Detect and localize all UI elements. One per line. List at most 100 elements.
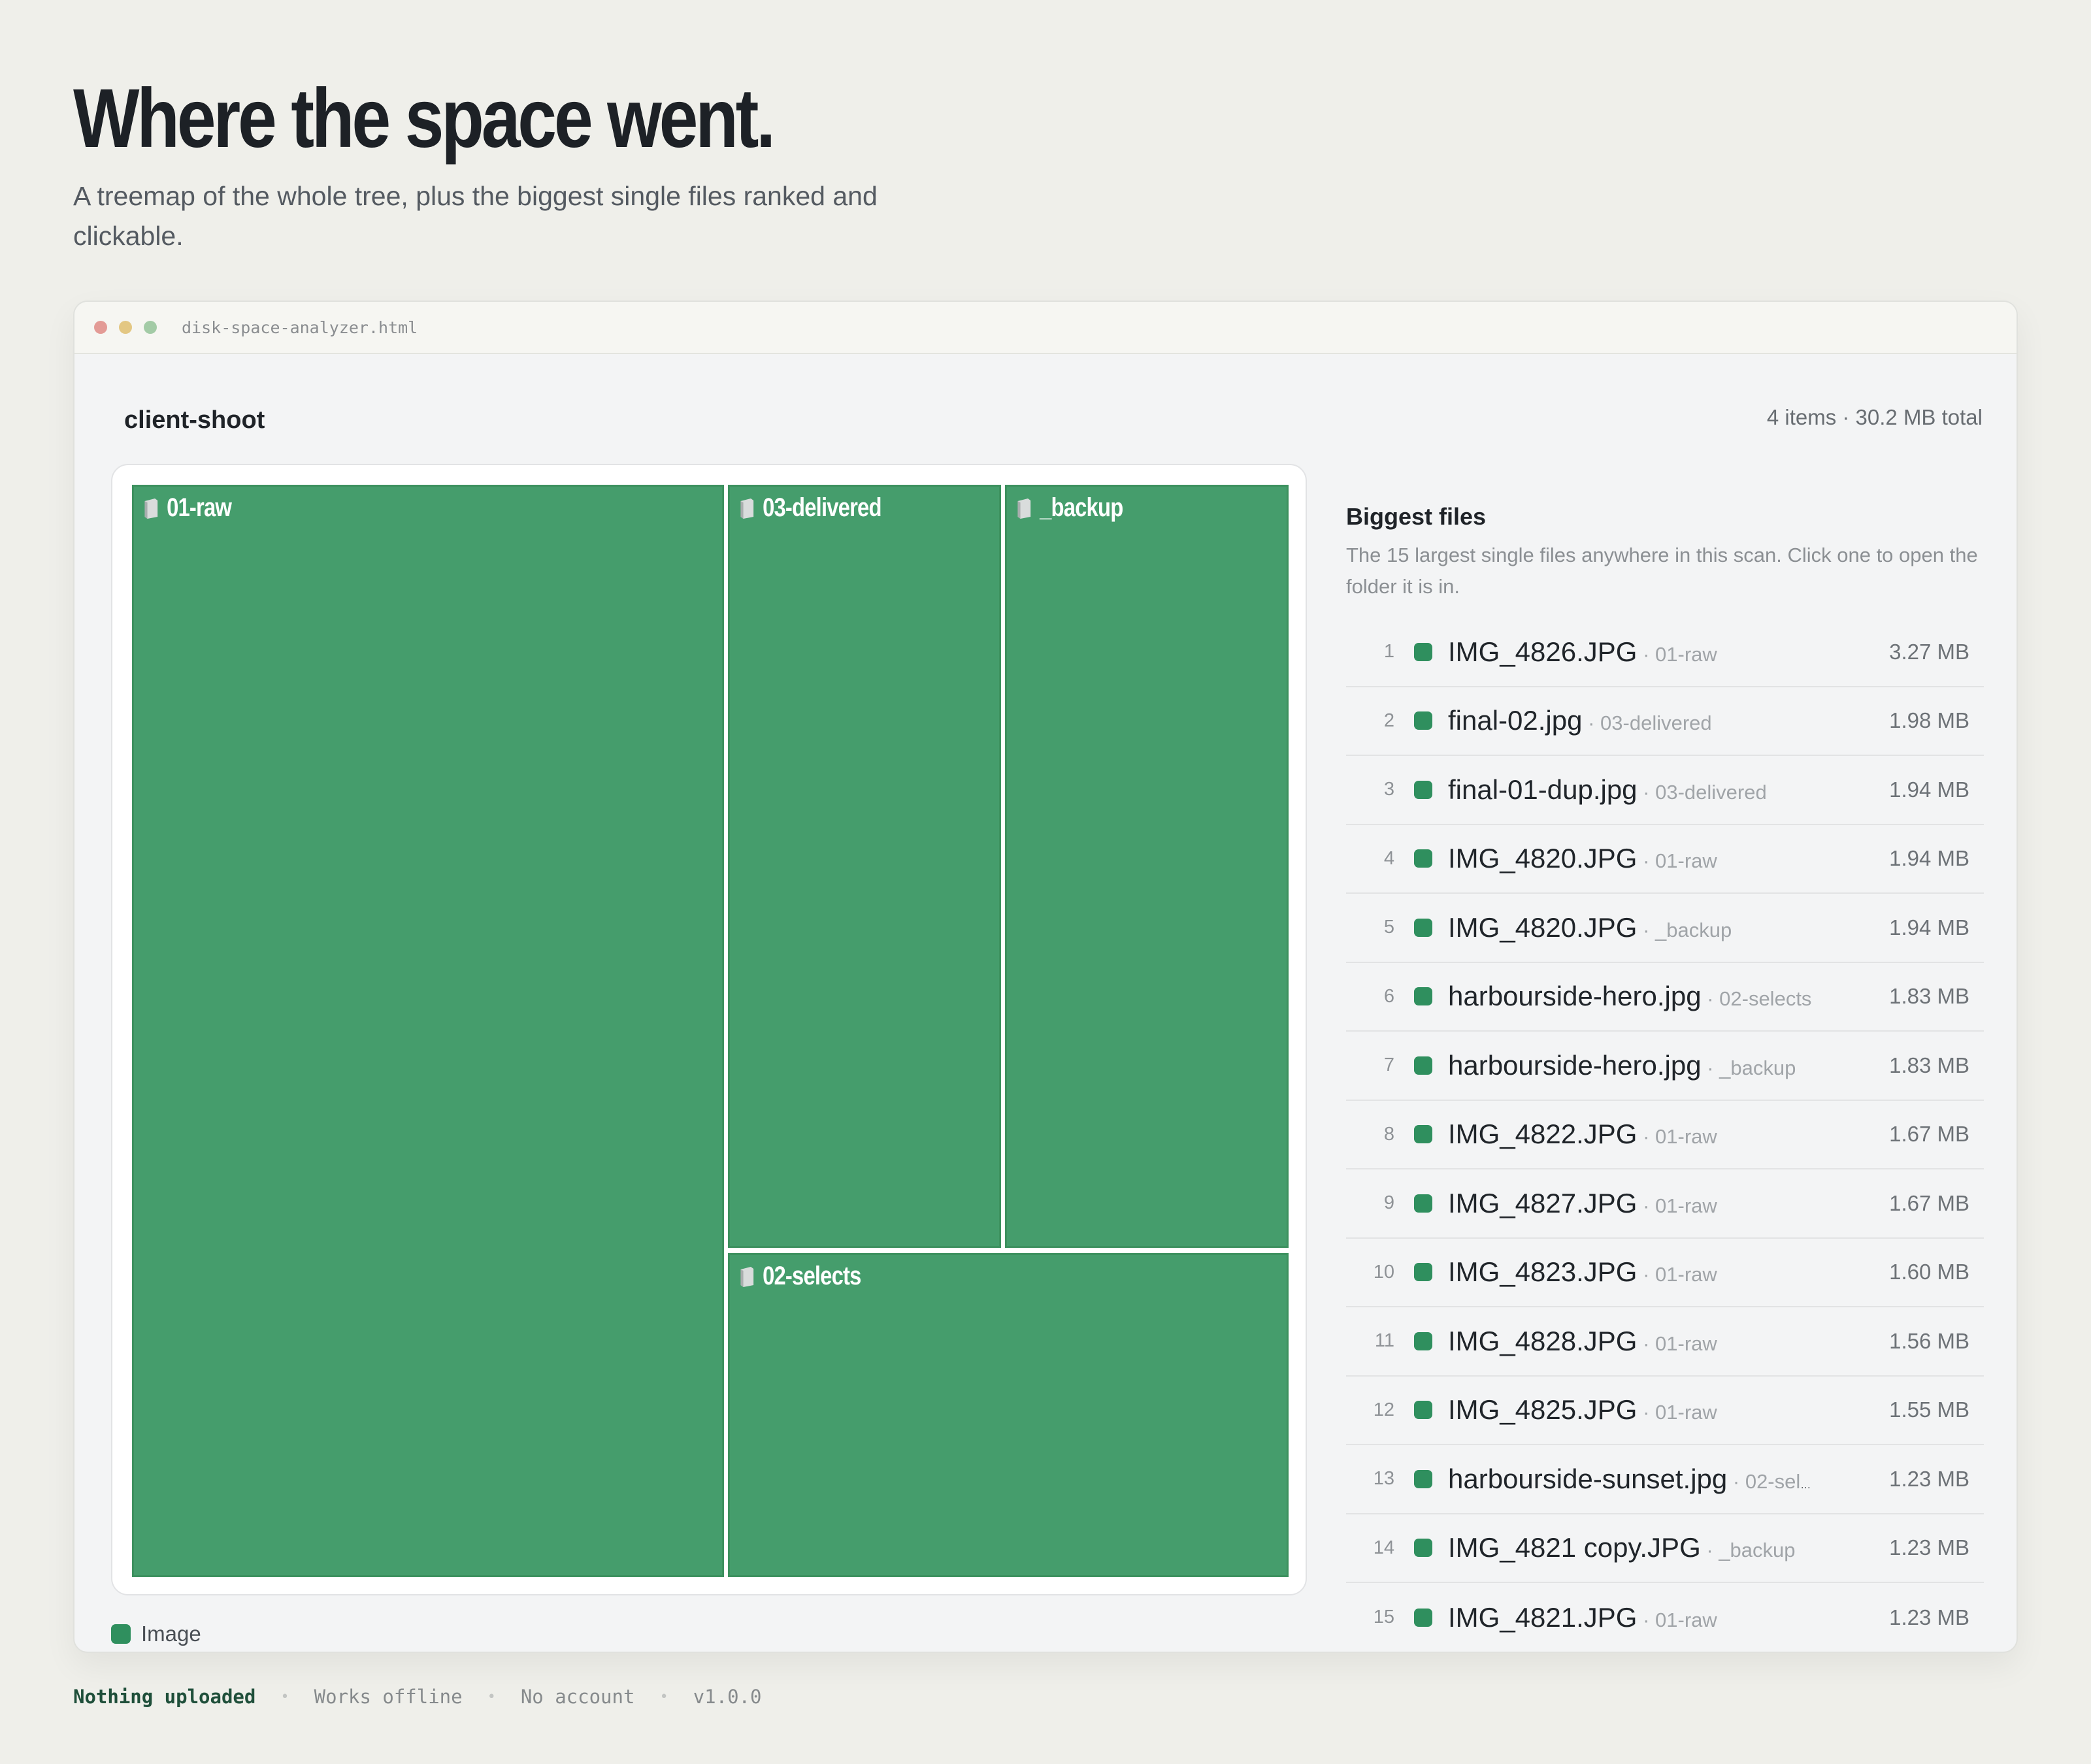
file-separator: · — [1637, 1401, 1656, 1424]
file-rank: 15 — [1373, 1607, 1394, 1628]
maximize-dot-icon — [144, 321, 157, 334]
file-folder: 03-delivered — [1655, 780, 1767, 804]
file-label: harbourside-sunset.jpg · 02-selects — [1448, 1463, 1820, 1495]
file-separator: · — [1637, 1331, 1656, 1355]
footer-bullet: • — [487, 1688, 496, 1705]
file-type-swatch — [1414, 1125, 1432, 1144]
file-separator: · — [1700, 1539, 1719, 1562]
folder-icon — [740, 498, 754, 519]
file-type-swatch — [1414, 987, 1432, 1006]
file-size: 1.23 MB — [1889, 1605, 1969, 1629]
file-row[interactable]: 9 IMG_4827.JPG · 01-raw 1.67 MB — [1346, 1169, 1984, 1239]
file-rank: 13 — [1373, 1468, 1394, 1490]
footer-bullet: • — [659, 1688, 668, 1705]
file-row[interactable]: 14 IMG_4821 copy.JPG · _backup 1.23 MB — [1346, 1514, 1984, 1583]
file-name: harbourside-hero.jpg — [1448, 981, 1702, 1012]
file-type-swatch — [1414, 1539, 1432, 1558]
file-folder: 01-raw — [1655, 1194, 1717, 1217]
folder-icon — [740, 1266, 754, 1287]
folder-icon — [144, 498, 158, 519]
file-size: 1.67 MB — [1889, 1122, 1969, 1147]
file-row[interactable]: 4 IMG_4820.JPG · 01-raw 1.94 MB — [1346, 825, 1984, 894]
treemap-tile-02-selects[interactable]: 02-selects — [728, 1253, 1289, 1577]
footer-version: v1.0.0 — [693, 1686, 762, 1708]
file-rank: 14 — [1373, 1537, 1394, 1558]
file-rank: 12 — [1373, 1399, 1394, 1420]
window-titlebar: disk-space-analyzer.html — [74, 302, 2017, 354]
file-row[interactable]: 12 IMG_4825.JPG · 01-raw 1.55 MB — [1346, 1377, 1984, 1445]
file-folder: 01-raw — [1655, 642, 1717, 666]
file-rank: 10 — [1373, 1261, 1394, 1282]
file-name: IMG_4826.JPG — [1448, 636, 1638, 667]
close-dot-icon — [94, 321, 107, 334]
file-separator: · — [1637, 642, 1656, 666]
file-label: final-02.jpg · 03-delivered — [1448, 705, 1820, 736]
file-folder: _backup — [1719, 1539, 1796, 1562]
file-folder: 02-selects — [1745, 1469, 1820, 1493]
file-row[interactable]: 13 harbourside-sunset.jpg · 02-selects 1.2… — [1346, 1445, 1984, 1514]
treemap-tile-03-delivered[interactable]: 03-delivered — [728, 485, 1001, 1248]
legend-swatch-image — [111, 1624, 131, 1644]
treemap-tile-backup[interactable]: _backup — [1005, 485, 1289, 1248]
file-rank: 6 — [1383, 985, 1394, 1007]
file-row[interactable]: 6 harbourside-hero.jpg · 02-selects 1.83 M… — [1346, 963, 1984, 1032]
file-name: harbourside-sunset.jpg — [1448, 1463, 1728, 1494]
file-label: harbourside-hero.jpg · _backup — [1448, 1050, 1820, 1081]
file-type-swatch — [1414, 642, 1432, 661]
window-filename: disk-space-analyzer.html — [182, 318, 418, 337]
file-row[interactable]: 11 IMG_4828.JPG · 01-raw 1.56 MB — [1346, 1307, 1984, 1377]
page-subtitle: A treemap of the whole tree, plus the bi… — [73, 181, 878, 251]
file-label: IMG_4821 copy.JPG · _backup — [1448, 1532, 1820, 1563]
file-label: IMG_4821.JPG · 01-raw — [1448, 1602, 1820, 1633]
file-name: IMG_4825.JPG — [1448, 1394, 1638, 1426]
file-type-swatch — [1414, 1469, 1432, 1488]
file-separator: · — [1727, 1469, 1745, 1493]
file-separator: · — [1637, 1263, 1656, 1286]
file-row[interactable]: 2 final-02.jpg · 03-delivered 1.98 MB — [1346, 687, 1984, 756]
footer-bullet: • — [280, 1688, 289, 1705]
treemap-legend: Image — [111, 1622, 201, 1646]
file-name: harbourside-hero.jpg — [1448, 1049, 1702, 1081]
file-type-swatch — [1414, 711, 1432, 730]
file-label: IMG_4820.JPG · 01-raw — [1448, 843, 1820, 874]
biggest-files-panel: Biggest files The 15 largest single file… — [1346, 498, 1984, 1652]
file-size: 1.55 MB — [1889, 1397, 1969, 1422]
file-label: IMG_4820.JPG · _backup — [1448, 912, 1820, 943]
treemap-tile-label: _backup — [1016, 493, 1123, 523]
file-size: 1.98 MB — [1889, 708, 1969, 733]
file-size: 1.83 MB — [1889, 984, 1969, 1009]
file-separator: · — [1701, 987, 1720, 1011]
file-row[interactable]: 15 IMG_4821.JPG · 01-raw 1.23 MB — [1346, 1583, 1984, 1652]
file-row[interactable]: 10 IMG_4823.JPG · 01-raw 1.60 MB — [1346, 1239, 1984, 1307]
file-name: IMG_4820.JPG — [1448, 911, 1638, 943]
file-size: 1.83 MB — [1889, 1053, 1969, 1077]
file-label: IMG_4822.JPG · 01-raw — [1448, 1119, 1820, 1150]
file-name: final-01-dup.jpg — [1448, 774, 1638, 805]
file-name: IMG_4823.JPG — [1448, 1256, 1638, 1288]
file-folder: 01-raw — [1655, 849, 1717, 873]
file-row[interactable]: 1 IMG_4826.JPG · 01-raw 3.27 MB — [1346, 618, 1984, 687]
file-folder: 01-raw — [1655, 1608, 1717, 1631]
footer-no-account: No account — [520, 1686, 635, 1708]
file-rank: 1 — [1383, 641, 1394, 662]
file-type-swatch — [1414, 849, 1432, 868]
file-size: 1.67 MB — [1889, 1190, 1969, 1215]
file-folder: 01-raw — [1655, 1125, 1717, 1149]
file-separator: · — [1582, 711, 1601, 735]
file-row[interactable]: 7 harbourside-hero.jpg · _backup 1.83 MB — [1346, 1032, 1984, 1101]
file-type-swatch — [1414, 1608, 1432, 1627]
treemap-tile-01-raw[interactable]: 01-raw — [132, 485, 724, 1577]
file-type-swatch — [1414, 1263, 1432, 1282]
file-separator: · — [1637, 1194, 1656, 1217]
current-folder-name: client-shoot — [124, 406, 265, 434]
file-label: final-01-dup.jpg · 03-delivered — [1448, 774, 1820, 806]
file-folder: _backup — [1719, 1056, 1796, 1079]
file-size: 1.94 MB — [1889, 915, 1969, 939]
file-row[interactable]: 3 final-01-dup.jpg · 03-delivered 1.94 MB — [1346, 756, 1984, 825]
footer: Nothing uploaded • Works offline • No ac… — [73, 1686, 761, 1708]
file-row[interactable]: 8 IMG_4822.JPG · 01-raw 1.67 MB — [1346, 1101, 1984, 1169]
file-label: harbourside-hero.jpg · 02-selects — [1448, 981, 1820, 1012]
footer-nothing-uploaded: Nothing uploaded — [73, 1686, 256, 1708]
file-row[interactable]: 5 IMG_4820.JPG · _backup 1.94 MB — [1346, 894, 1984, 963]
file-name: IMG_4821 copy.JPG — [1448, 1532, 1701, 1563]
